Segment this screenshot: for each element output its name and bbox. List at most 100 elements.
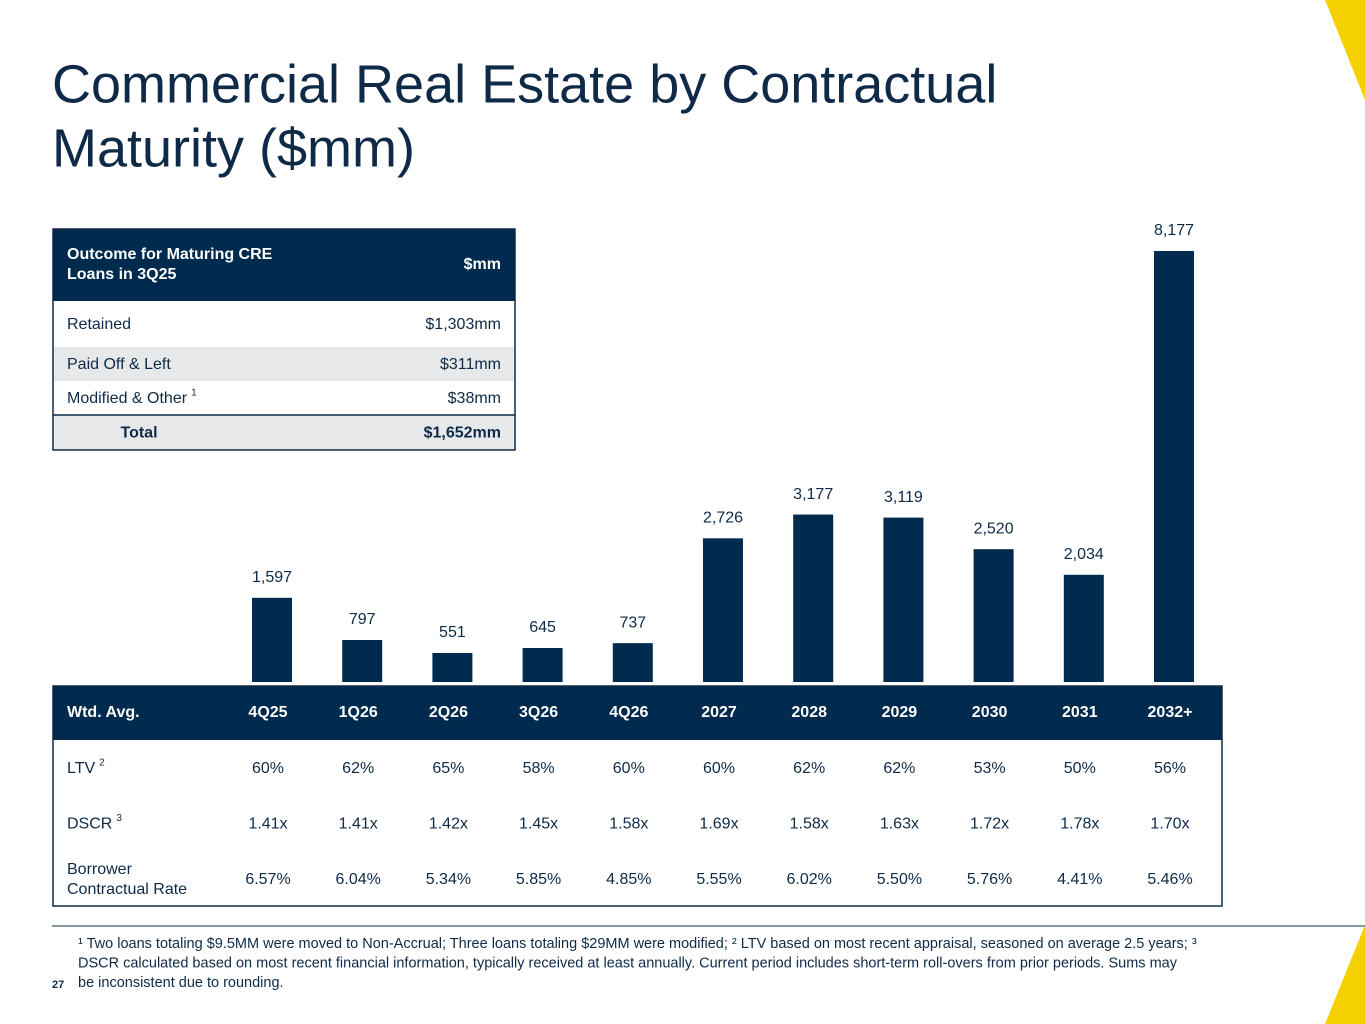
x-tick-label: 3Q26: [519, 704, 558, 721]
row-label: Modified & Other: [67, 390, 188, 407]
cell-value: 1.63x: [880, 816, 919, 833]
accent-bottom: [1325, 925, 1365, 1024]
bar: [432, 652, 473, 682]
x-tick-label: 2027: [701, 704, 737, 721]
cell-value: 1.41x: [248, 816, 287, 833]
cell-value: 6.57%: [245, 871, 290, 888]
bar: [703, 538, 743, 682]
cell-value: 60%: [252, 760, 284, 777]
data-label: 2,034: [1064, 546, 1104, 563]
footnote-marker: 3: [116, 813, 122, 824]
footnote-marker: 1: [191, 388, 197, 399]
cell-value: 4.85%: [606, 871, 651, 888]
x-tick-label: 2028: [791, 704, 827, 721]
x-tick-label: 2Q26: [429, 704, 468, 721]
x-tick-label: 2029: [882, 704, 918, 721]
cell-value: 4.41%: [1057, 871, 1102, 888]
row-value: $1,652mm: [424, 425, 501, 442]
cell-value: 5.55%: [696, 871, 741, 888]
table-row-bg: [53, 347, 515, 381]
row-value: $1,303mm: [425, 316, 501, 333]
cell-value: 1.69x: [699, 816, 738, 833]
cell-value: 60%: [703, 760, 735, 777]
cell-value: 5.76%: [967, 871, 1012, 888]
page-number: 27: [52, 979, 64, 991]
cell-value: 62%: [793, 760, 825, 777]
x-tick-label: 2030: [972, 704, 1008, 721]
footnote-line: DSCR calculated based on most recent fin…: [78, 955, 1178, 971]
cell-value: 5.34%: [426, 871, 471, 888]
cell-value: 1.42x: [429, 816, 468, 833]
x-tick-label: 2031: [1062, 704, 1098, 721]
cell-value: 6.02%: [787, 871, 832, 888]
data-label: 2,520: [974, 520, 1014, 537]
bar: [252, 597, 292, 682]
bar: [342, 639, 383, 682]
row-label: DSCR: [67, 816, 112, 833]
x-tick-label: 4Q26: [609, 704, 648, 721]
cell-value: 1.41x: [339, 816, 378, 833]
x-tick-label: 4Q25: [248, 704, 287, 721]
table-header: Wtd. Avg.: [67, 704, 140, 721]
x-tick-label: 2032+: [1148, 704, 1193, 721]
table-header: Outcome for Maturing CRE: [67, 246, 273, 263]
bar: [522, 648, 563, 682]
cell-value: 60%: [613, 760, 645, 777]
row-label: Contractual Rate: [67, 881, 187, 898]
bar: [883, 517, 924, 682]
table-row-bg: [53, 415, 515, 450]
bar: [1063, 574, 1104, 682]
cell-value: 6.04%: [336, 871, 381, 888]
data-label: 1,597: [252, 569, 292, 586]
title-line: Commercial Real Estate by Contractual: [52, 54, 997, 114]
x-tick-label: 1Q26: [339, 704, 378, 721]
table-header: $mm: [464, 256, 501, 273]
title-line: Maturity ($mm): [52, 118, 415, 178]
footnote-line: be inconsistent due to rounding.: [78, 975, 284, 991]
row-label: Paid Off & Left: [67, 356, 171, 373]
bar: [793, 514, 834, 682]
table-header-bg: [53, 686, 1222, 740]
data-label: 737: [619, 614, 646, 631]
data-label: 797: [349, 611, 376, 628]
cell-value: 1.45x: [519, 816, 558, 833]
data-label: 551: [439, 624, 466, 641]
row-value: $38mm: [448, 390, 501, 407]
bar: [1154, 251, 1194, 682]
cell-value: 1.58x: [790, 816, 829, 833]
table-border: [52, 228, 516, 451]
cell-value: 1.72x: [970, 816, 1009, 833]
cell-value: 62%: [342, 760, 374, 777]
footnote-marker: 2: [99, 758, 105, 769]
row-label: Borrower: [67, 861, 133, 878]
row-label: LTV: [67, 760, 95, 777]
accent-top: [1325, 0, 1365, 100]
table-header: Loans in 3Q25: [67, 266, 176, 283]
cell-value: 1.58x: [609, 816, 648, 833]
row-label: Retained: [67, 316, 131, 333]
cell-value: 56%: [1154, 760, 1186, 777]
cell-value: 1.78x: [1060, 816, 1099, 833]
cell-value: 5.50%: [877, 871, 922, 888]
data-label: 8,177: [1154, 222, 1194, 239]
bar: [973, 549, 1014, 682]
cell-value: 5.85%: [516, 871, 561, 888]
data-label: 3,177: [793, 486, 833, 503]
data-label: 3,119: [884, 489, 923, 506]
data-label: 645: [529, 619, 556, 636]
cell-value: 5.46%: [1147, 871, 1192, 888]
row-label: Total: [120, 425, 157, 442]
cell-value: 1.70x: [1150, 816, 1189, 833]
cell-value: 58%: [523, 760, 555, 777]
data-label: 2,726: [703, 510, 743, 527]
cell-value: 50%: [1064, 760, 1096, 777]
table-header-bg: [53, 229, 515, 301]
footnote-line: ¹ Two loans totaling $9.5MM were moved t…: [78, 936, 1197, 952]
row-value: $311mm: [440, 356, 501, 373]
bar: [612, 643, 653, 682]
cell-value: 53%: [974, 760, 1006, 777]
cell-value: 62%: [883, 760, 915, 777]
cell-value: 65%: [432, 760, 464, 777]
